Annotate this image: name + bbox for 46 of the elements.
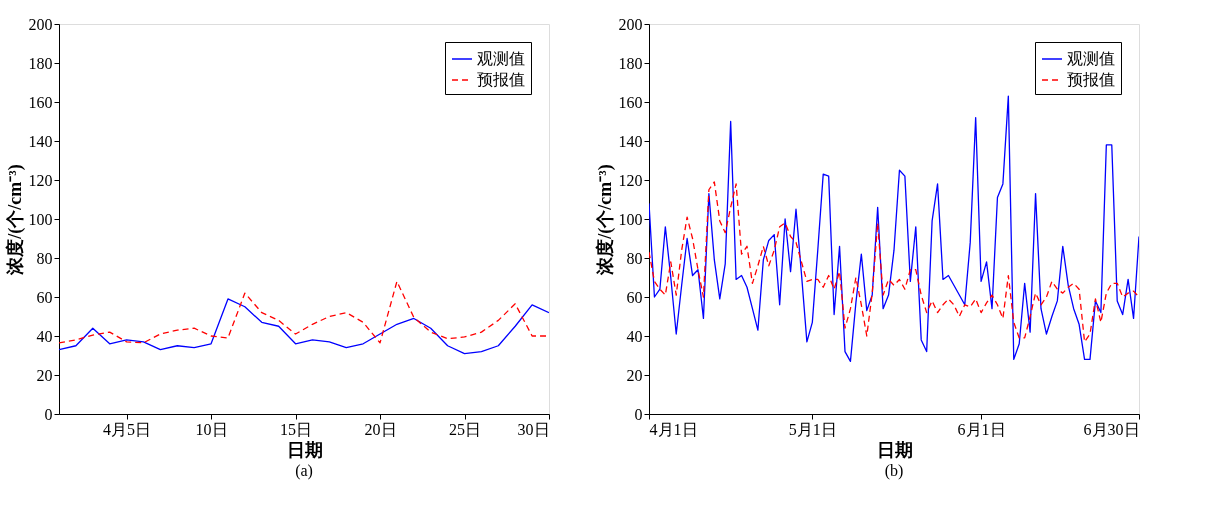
y-tick-label: 120 xyxy=(618,171,643,189)
y-tick-label: 140 xyxy=(618,132,643,150)
y-tick-label: 200 xyxy=(28,15,53,33)
x-tick-label: 5月1日 xyxy=(788,420,837,438)
y-tick-label: 100 xyxy=(28,210,53,228)
x-axis-title: 日期 xyxy=(876,439,913,460)
x-axis-title: 日期 xyxy=(286,439,323,460)
legend-label: 观测值 xyxy=(477,50,525,67)
y-tick-label: 60 xyxy=(36,288,53,306)
y-tick-label: 140 xyxy=(28,132,53,150)
text: (b) xyxy=(884,462,904,480)
y-tick-label: 40 xyxy=(626,327,643,345)
y-tick-label: 160 xyxy=(28,93,53,111)
y-tick-label: 180 xyxy=(28,54,53,72)
x-tick-label: 10日 xyxy=(195,420,228,438)
y-tick-label: 40 xyxy=(36,327,53,345)
legend-label: 观测值 xyxy=(1067,50,1115,67)
y-tick-label: 80 xyxy=(36,249,53,267)
x-tick-label: 4月1日 xyxy=(649,420,698,438)
line-series xyxy=(649,181,1139,343)
y-axis-title: 浓度/(个/cm⁻³) xyxy=(594,164,616,276)
y-tick-label: 200 xyxy=(618,15,643,33)
y-tick-label: 100 xyxy=(618,210,643,228)
x-tick-label: 20日 xyxy=(364,420,397,438)
line-series xyxy=(59,280,549,344)
y-tick-label: 60 xyxy=(626,288,643,306)
text: (a) xyxy=(295,462,313,480)
x-tick-label: 6月30日 xyxy=(1083,420,1140,438)
y-tick-label: 80 xyxy=(626,249,643,267)
y-tick-label: 180 xyxy=(618,54,643,72)
y-axis-title: 浓度/(个/cm⁻³) xyxy=(4,164,26,276)
x-tick-label: 15日 xyxy=(280,420,313,438)
line-series xyxy=(59,298,549,355)
y-tick-label: 120 xyxy=(28,171,53,189)
legend-label: 预报值 xyxy=(1067,71,1115,88)
x-tick-label: 4月5日 xyxy=(103,420,152,438)
y-tick-label: 20 xyxy=(626,366,643,384)
y-tick-label: 0 xyxy=(634,405,643,423)
y-tick-label: 0 xyxy=(44,405,53,423)
x-tick-label: 25日 xyxy=(449,420,482,438)
legend-label: 预报值 xyxy=(477,71,525,88)
line-series xyxy=(649,95,1139,362)
y-tick-label: 160 xyxy=(618,93,643,111)
x-tick-label: 30日 xyxy=(517,420,550,438)
y-tick-label: 20 xyxy=(36,366,53,384)
x-tick-label: 6月1日 xyxy=(957,420,1006,438)
